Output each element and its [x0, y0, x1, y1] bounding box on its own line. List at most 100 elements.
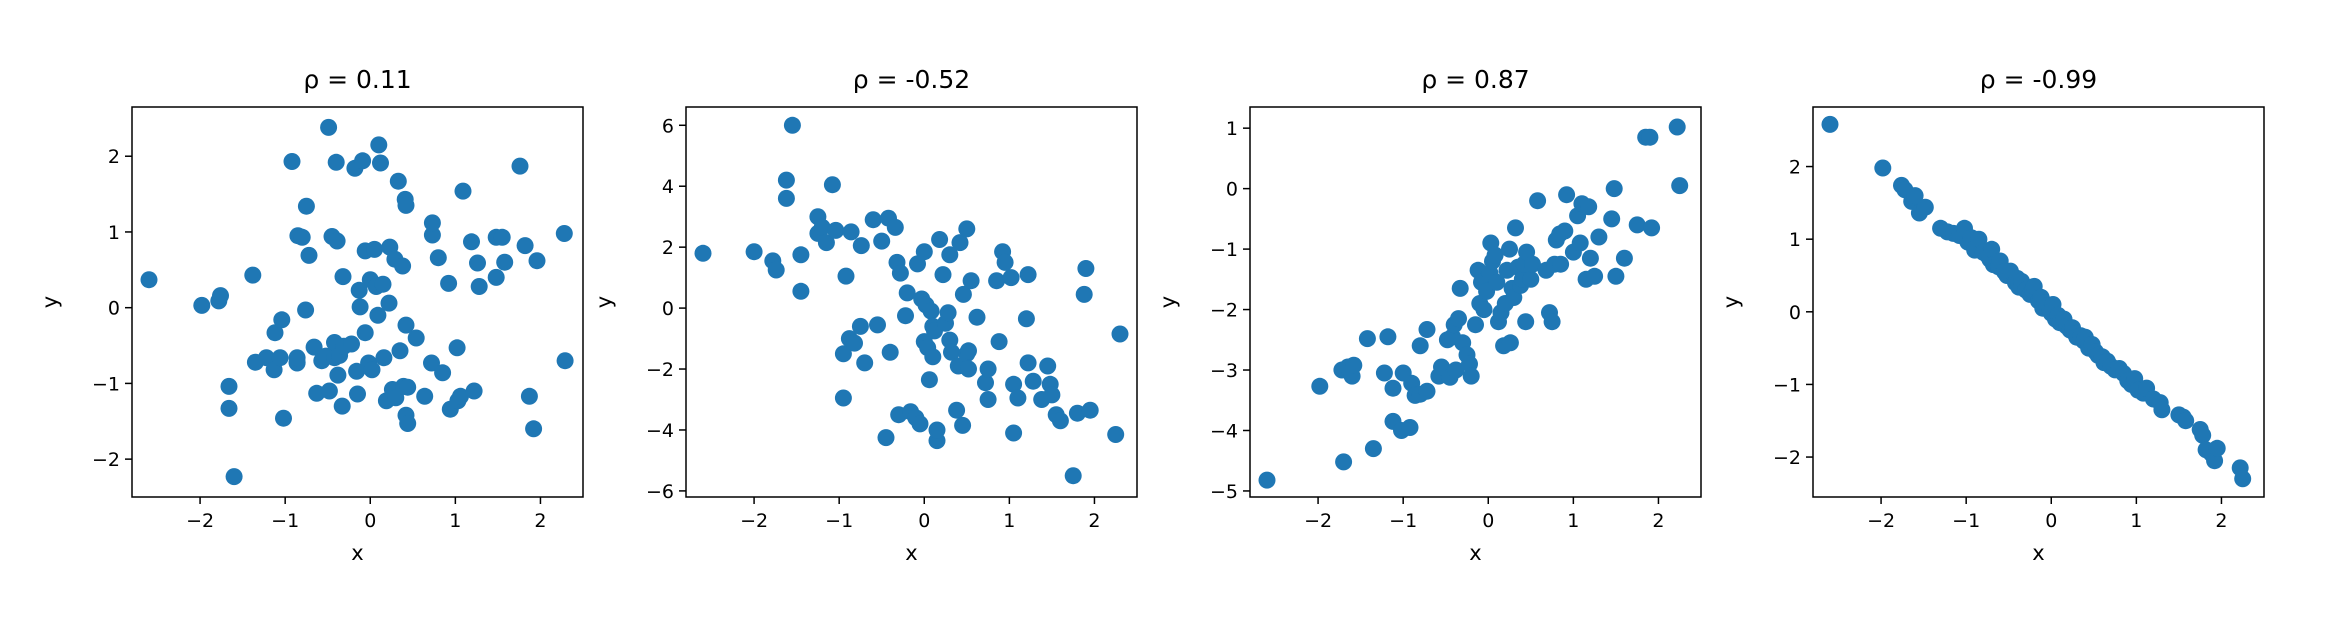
panel-4-y-tick-label-5: 2 [1789, 157, 1801, 179]
panel-1-point-57 [372, 154, 389, 172]
panel-1-point-75 [399, 415, 417, 432]
panel-2-point-92 [1064, 467, 1082, 485]
panel-1: −2 −1 0 1 2 −2 −1 0 1 2 ρ = 0.11 x y [38, 65, 584, 565]
panel-2-point-84 [1019, 354, 1037, 372]
panel-1-y-tick-label-2: −1 [92, 373, 120, 395]
panel-3-x-tick-label-5: 2 [1652, 510, 1664, 532]
panel-1-point-76 [407, 329, 425, 347]
panel-1-x-tick-label-2: −1 [271, 510, 299, 532]
panel-2-point-98 [1111, 325, 1129, 343]
panel-4-x-tick-label-3: 0 [2045, 510, 2057, 532]
panel-1-point-59 [375, 349, 393, 367]
panel-1-point-101 [528, 252, 546, 270]
panel-1-point-79 [423, 226, 441, 244]
panel-3-point-11 [1379, 328, 1397, 346]
panel-2-point-35 [897, 307, 914, 325]
panel-2-point-63 [954, 416, 972, 434]
panel-3-title: ρ = 0.87 [1421, 65, 1529, 94]
panel-1-point-77 [416, 387, 434, 405]
panel-3-point-74 [1558, 186, 1576, 204]
panel-2-x-tick-label-4: 1 [1003, 510, 1015, 532]
panel-2-point-67 [960, 342, 977, 360]
panel-2-y-tick-label-6: 4 [662, 176, 674, 198]
panel-3-point-36 [1467, 316, 1484, 334]
panel-3-point-68 [1543, 313, 1561, 331]
panel-2-point-7 [783, 116, 801, 134]
panel-2-point-53 [931, 231, 949, 248]
panel-3-point-29 [1447, 361, 1465, 379]
panel-4-title: ρ = -0.99 [1980, 65, 2097, 94]
panel-2-point-46 [920, 371, 938, 389]
panel-3-point-84 [1603, 210, 1621, 228]
panel-1-point-34 [327, 153, 345, 171]
panel-3-point-30 [1450, 310, 1467, 328]
panel-4-x-tick-label-1: −2 [1867, 510, 1895, 532]
panel-2-x-tick-label-5: 2 [1088, 510, 1100, 532]
panel-4-x-tick-label-2: −1 [1952, 510, 1980, 532]
panel-2-point-1 [694, 244, 712, 262]
panel-2-point-91 [1051, 412, 1069, 430]
panel-2-point-64 [954, 285, 972, 303]
panel-3-point-83 [1590, 228, 1608, 246]
panel-2-point-30 [881, 343, 899, 361]
panel-1-point-80 [423, 214, 441, 232]
panel-4-point-79 [2177, 412, 2195, 430]
panel-3-point-21 [1418, 382, 1436, 400]
panel-3-y-tick-label-4: −2 [1210, 300, 1238, 322]
panel-1-x-tick-label-3: 0 [364, 510, 376, 532]
panel-2-point-65 [958, 220, 976, 238]
panel-3-y-axis-label: y [1156, 296, 1180, 308]
panel-4-point-6 [1906, 187, 1924, 205]
panel-2-point-56 [939, 304, 957, 322]
panel-1-point-83 [440, 274, 458, 292]
panel-3-point-64 [1524, 255, 1541, 273]
panel-2-point-15 [827, 221, 845, 239]
panel-1-y-axis-label: y [38, 296, 62, 308]
panel-2-x-tick-label-2: −1 [825, 510, 853, 532]
panel-3-point-93 [1671, 177, 1689, 195]
panel-2-y-tick-label-2: −4 [646, 420, 674, 442]
panel-1-point-78 [423, 354, 440, 372]
panel-4-x-tick-label-5: 2 [2215, 510, 2227, 532]
panel-3-point-40 [1475, 301, 1493, 319]
panel-3-point-80 [1580, 198, 1598, 216]
panel-2-point-77 [996, 253, 1014, 271]
panel-2-point-40 [911, 415, 929, 433]
panel-2-point-80 [1005, 375, 1023, 393]
panel-1-point-53 [366, 240, 383, 258]
panel-3-point-31 [1451, 279, 1469, 297]
panel-2-point-59 [943, 343, 960, 361]
panel-2-point-85 [1024, 372, 1042, 390]
panel-1-point-11 [266, 324, 284, 342]
panel-1-point-6 [220, 399, 238, 417]
panel-1-x-axis-label: x [351, 541, 363, 565]
panel-4-y-tick-label-3: 0 [1789, 302, 1801, 324]
panel-4-y-tick-label-2: −1 [1773, 374, 1801, 396]
panel-2-point-96 [1081, 401, 1099, 419]
panel-2-point-60 [948, 401, 966, 419]
panel-2-point-23 [852, 237, 870, 255]
panel-3-point-61 [1517, 313, 1535, 331]
panel-1-plot-frame [131, 106, 584, 498]
panel-1-point-29 [320, 118, 338, 136]
panel-4-y-tick-label-4: 1 [1789, 229, 1801, 251]
panel-3-point-92 [1668, 118, 1686, 136]
panel-1-point-58 [374, 275, 392, 293]
panel-4-point-76 [2153, 401, 2171, 419]
panel-3-y-tick-label-2: −4 [1210, 420, 1238, 442]
panel-1-point-68 [394, 257, 412, 275]
panel-2-point-2 [745, 243, 763, 261]
panel-4-point-1 [1821, 115, 1839, 133]
panel-2: −2 −1 0 1 2 −6 −4 −2 0 2 4 6 ρ = -0.52 x y [592, 65, 1138, 565]
panel-1-point-81 [429, 249, 447, 267]
panel-3-point-2 [1311, 377, 1329, 395]
panel-1-point-5 [220, 377, 238, 395]
panel-1-point-30 [320, 382, 338, 400]
panel-1-point-88 [454, 182, 472, 200]
panel-1-point-100 [525, 420, 543, 438]
panel-1-point-4 [212, 287, 229, 305]
panel-2-point-89 [1043, 386, 1061, 404]
panel-2-point-74 [988, 272, 1006, 290]
panel-2-point-20 [842, 223, 860, 241]
